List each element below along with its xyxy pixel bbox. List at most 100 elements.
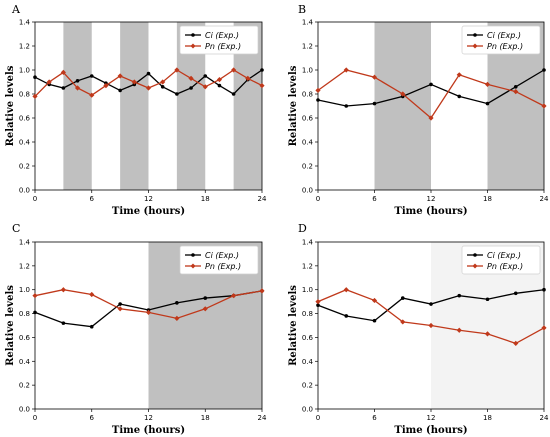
y-tick-label: 0.2 [302,163,313,171]
ci-point [344,314,349,318]
pn-point [131,79,137,85]
pn-point [32,93,38,99]
shaded-interval [374,22,431,190]
x-tick-label: 6 [372,195,377,203]
legend: Ci (Exp.) Pn (Exp.) [179,245,259,275]
pn-point [400,319,406,325]
x-tick-label: 12 [427,414,436,422]
x-axis-label: Time (hours) [394,425,467,436]
y-tick-label: 0.4 [302,358,314,366]
y-tick-label: 1.0 [302,67,313,75]
pn-point [513,340,519,346]
legend-label: Ci (Exp.) [487,31,521,40]
legend-box [179,25,259,55]
ci-point [118,302,122,306]
x-tick-label: 12 [144,195,153,203]
y-tick-label: 0.8 [302,91,313,99]
panel-letter: B [298,3,306,16]
pn-point [216,77,223,83]
pn-point [145,85,152,91]
ci-point [61,321,66,325]
legend-label: Pn (Exp.) [487,42,523,51]
legend-marker-circle [191,33,195,37]
x-tick-label: 6 [90,414,95,422]
y-tick-label: 1.2 [19,262,30,270]
ci-point [260,68,264,72]
y-tick-label: 1.0 [19,67,30,75]
y-tick-label: 0.0 [19,187,30,195]
ci-point [316,303,320,308]
y-tick-label: 0.0 [302,187,313,195]
y-tick-label: 1.2 [302,43,313,51]
ci-point [146,71,151,76]
ci-point [175,301,179,305]
ci-point [160,85,165,89]
x-axis-label: Time (hours) [112,425,185,436]
ci-point [485,101,490,106]
x-tick-label: 0 [316,414,320,422]
chart-panel-d: D 0 6 12 18 24 0.0 0.2 0.4 0.6 0.8 1.0 1.2 1.4 Time (h… [288,222,549,436]
x-tick-label: 0 [33,414,37,422]
x-tick-label: 0 [316,195,320,203]
pn-point [103,83,109,89]
ci-point [485,297,490,302]
ci-point [344,104,349,108]
y-tick-label: 0.8 [302,310,313,318]
pn-point [60,69,66,75]
x-tick-label: 24 [258,195,267,203]
ci-point [513,291,518,296]
x-tick-label: 12 [427,195,436,203]
y-axis-label: Relative levels [5,285,16,366]
pn-point [202,306,208,312]
y-tick-label: 0.8 [19,310,30,318]
panel-letter: A [11,3,21,16]
ci-point [175,92,179,96]
x-tick-label: 6 [90,195,95,203]
y-tick-label: 0.2 [19,163,30,171]
pn-point [400,91,406,97]
legend-marker-circle [473,253,477,257]
legend: Ci (Exp.) Pn (Exp.) [461,25,541,55]
panel-letter: C [12,222,20,235]
y-tick-label: 0.4 [19,139,31,147]
chart-panel-a: A 0 6 12 18 24 0.0 0.2 0.4 0.6 0.8 1.0 1.2 1.4 Time (h… [5,3,267,217]
pn-point [371,74,378,80]
y-axis-label: Relative levels [288,65,299,146]
legend-label: Ci (Exp.) [205,251,239,260]
legend-marker-diamond [472,43,478,49]
ci-point [457,94,462,99]
pn-point [46,79,52,85]
ci-point [118,88,122,93]
y-tick-label: 0.0 [302,406,313,414]
legend-marker-circle [191,253,195,257]
pn-point [428,322,434,329]
y-tick-label: 0.0 [19,406,30,414]
ci-point [61,86,66,90]
y-tick-label: 0.8 [19,91,30,99]
legend-label: Pn (Exp.) [205,42,241,51]
pn-point [315,87,321,93]
y-axis-label: Relative levels [288,285,299,366]
shaded-interval [63,22,92,190]
y-tick-label: 0.2 [19,382,30,390]
ci-point [542,68,546,72]
ci-point [217,83,222,88]
chart-panel-c: C 0 6 12 18 24 0.0 0.2 0.4 0.6 0.8 1.0 1.2 1.4 Time (h… [5,222,267,436]
y-tick-label: 1.4 [302,239,314,247]
pn-point [32,293,38,299]
y-tick-label: 1.4 [19,239,31,247]
y-tick-label: 1.4 [19,19,31,27]
pn-point [188,75,194,81]
ci-point [89,324,94,329]
x-tick-label: 6 [372,414,377,422]
y-tick-label: 0.6 [19,334,31,342]
pn-point [231,293,237,299]
y-tick-label: 0.6 [302,115,314,123]
pn-point [174,315,180,321]
x-axis-label: Time (hours) [112,206,185,217]
pn-point [89,92,95,98]
y-tick-label: 0.4 [302,139,314,147]
shaded-interval [120,22,149,190]
chart-panel-b: B 0 6 12 18 24 0.0 0.2 0.4 0.6 0.8 1.0 1.2 1.4 Time (h… [288,3,549,217]
